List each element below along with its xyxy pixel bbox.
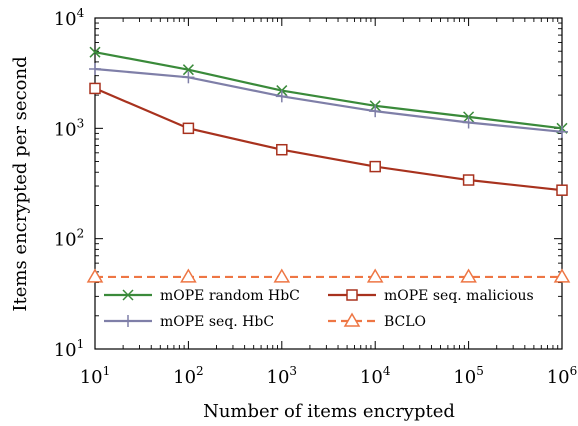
series-line [94,51,563,130]
data-point [366,268,384,283]
data-point [556,184,568,196]
y-tick-label: 102 [54,227,85,251]
y-tick-label: 101 [54,337,85,361]
x-tick-label: 101 [80,364,111,388]
series-mope-seq-hbc [89,62,568,138]
legend-entry: mOPE seq. HbC [104,314,274,330]
x-axis-title: Number of items encrypted [203,401,455,422]
x-tick-label: 102 [173,364,204,388]
legend-marker [122,289,134,301]
series-bclo [86,268,571,283]
data-point [556,125,568,138]
data-point [180,268,197,283]
y-tick-label: 103 [54,116,85,140]
data-point [86,268,104,283]
series-mope-random-hbc [89,46,568,134]
data-point [182,64,194,76]
y-tick-label: 104 [54,6,85,30]
legend-entry: mOPE random HbC [104,288,300,304]
data-point [89,82,101,95]
data-point [89,62,101,75]
data-point [182,71,195,84]
series-layer [86,46,571,283]
data-point [182,122,195,135]
plot-frame [94,17,563,350]
legend: mOPE random HbC mOPE seq. HbC mOPE seq. ma… [104,288,534,330]
data-point [276,143,288,156]
data-point [369,160,381,173]
series-line [94,87,563,192]
x-tick-label: 103 [267,364,298,388]
legend-label: BCLO [384,314,426,330]
legend-marker [346,289,358,301]
x-tick-label: 106 [547,364,578,388]
x-tick-label: 104 [360,364,391,388]
legend-label: mOPE random HbC [160,288,300,304]
data-point [273,268,291,283]
legend-marker [122,315,134,327]
data-point [89,46,101,58]
legend-label: mOPE seq. HbC [160,314,274,330]
data-point [460,268,477,283]
legend-entry: BCLO [328,312,426,330]
series-line [94,67,563,133]
data-point [553,268,571,283]
data-point [369,105,382,118]
x-tick-label: 105 [453,364,484,388]
data-point [275,90,288,103]
y-axis-title: Items encrypted per second [10,56,31,311]
legend-entry: mOPE seq. malicious [328,288,534,304]
series-mope-seq-malicious [89,82,568,196]
legend-marker [343,312,361,327]
data-point [462,174,475,186]
legend-label: mOPE seq. malicious [384,288,534,304]
data-point [462,116,475,129]
axis-ticks: 101 102 103 104 105 106 101 102 103 104 [54,6,578,388]
